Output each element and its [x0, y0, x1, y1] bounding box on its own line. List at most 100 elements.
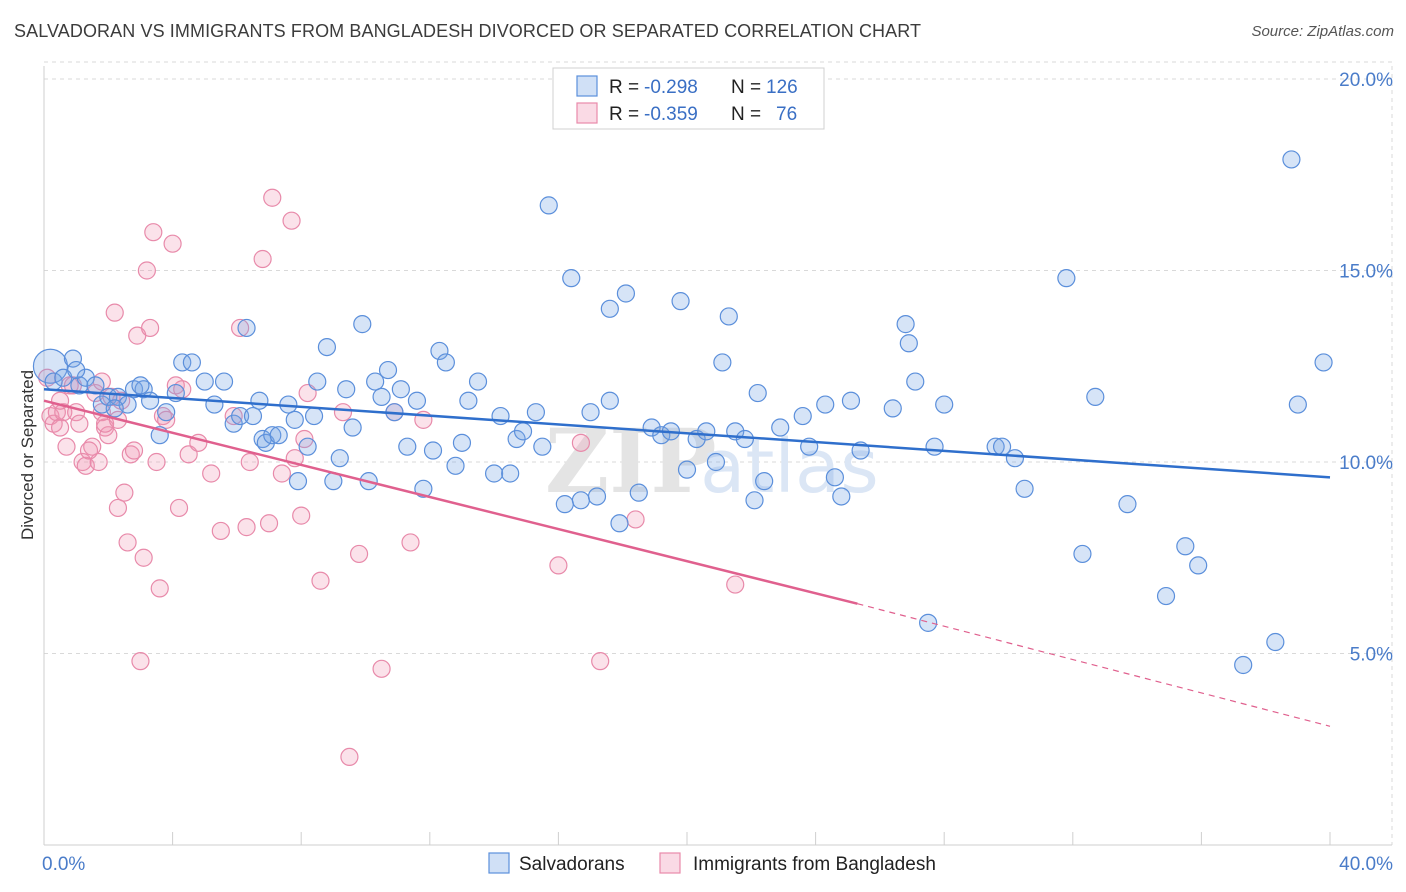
- salvadoran-point: [1005, 449, 1025, 468]
- legend-n-label: N =: [731, 77, 761, 98]
- salvadoran-point: [697, 422, 716, 441]
- salvadoran-point: [1057, 269, 1076, 288]
- salvadoran-point: [719, 307, 738, 326]
- salvadoran-point: [906, 372, 925, 391]
- bangladesh-point: [349, 544, 369, 564]
- bangladesh-point: [272, 464, 292, 483]
- salvadoran-point: [1266, 632, 1285, 652]
- salvadoran-point: [1073, 544, 1092, 564]
- legend-r-label: R =: [609, 77, 639, 98]
- salvadoran-point: [1118, 495, 1137, 514]
- salvadoran-trend-line: [43, 387, 1331, 479]
- x-tick-label: 40.0%: [1339, 854, 1393, 875]
- source-credit: Source: ZipAtlas.com: [1251, 23, 1394, 40]
- correlation-legend: R = -0.298 N = 126 R = -0.359 N = 76: [552, 67, 825, 130]
- salvadoran-point: [677, 460, 697, 479]
- salvadoran-point: [407, 391, 427, 410]
- gridlines: [44, 61, 1393, 845]
- salvadoran-point: [366, 372, 385, 391]
- salvadoran-point: [173, 353, 192, 372]
- salvadoran-point: [600, 299, 619, 318]
- bangladesh-point: [157, 410, 176, 429]
- bangladesh-trend-extension: [857, 603, 1331, 727]
- bangladesh-point: [626, 510, 645, 529]
- salvadoran-point: [108, 387, 128, 406]
- bangladesh-point: [253, 249, 272, 269]
- salvadoran-point: [919, 613, 938, 632]
- salvadoran-point: [816, 395, 835, 414]
- legend-r-value: -0.298: [644, 77, 698, 98]
- bangladesh-point: [163, 234, 182, 253]
- salvadoran-point: [501, 464, 520, 483]
- salvadoran-point: [430, 341, 449, 361]
- salvadoran-point: [372, 387, 391, 406]
- salvadoran-point: [182, 353, 201, 372]
- salvadoran-point: [269, 426, 288, 445]
- salvadoran-point: [581, 403, 600, 422]
- salvadoran-point: [899, 334, 918, 353]
- legend-n-label: N =: [731, 104, 761, 125]
- salvadoran-point: [76, 368, 95, 387]
- bangladesh-trend-line: [43, 399, 858, 605]
- salvadoran-point: [555, 495, 574, 514]
- salvadoran-point: [533, 437, 552, 456]
- bangladesh-point: [140, 318, 160, 338]
- axes: [43, 66, 1392, 846]
- salvadoran-point: [243, 406, 263, 426]
- salvadoran-point: [671, 292, 690, 311]
- salvadoran-point: [883, 399, 902, 418]
- salvadoran-point: [526, 403, 545, 422]
- salvadoran-point: [571, 491, 591, 510]
- salvadoran-point: [485, 464, 504, 483]
- bangladesh-point: [340, 747, 359, 767]
- salvadoran-point: [616, 284, 636, 303]
- bangladesh-point: [240, 452, 259, 472]
- series-legend-label: Immigrants from Bangladesh: [693, 854, 936, 875]
- salvadoran-point: [755, 472, 774, 491]
- bangladesh-point: [333, 403, 353, 422]
- tick-labels: 5.0% 10.0% 15.0% 20.0% 0.0% 40.0%: [42, 70, 1393, 875]
- y-tick-label: 15.0%: [1339, 262, 1393, 283]
- y-axis-label: Divorced or Separated: [18, 370, 37, 540]
- salvadoran-point: [298, 437, 317, 456]
- bangladesh-point: [401, 533, 420, 552]
- y-tick-label: 5.0%: [1350, 645, 1393, 666]
- salvadoran-point: [446, 456, 465, 475]
- salvadoran-point: [237, 318, 256, 338]
- bangladesh-point: [134, 548, 153, 567]
- bangladesh-point: [137, 261, 156, 280]
- bangladesh-point: [282, 211, 301, 230]
- bangladesh-point: [50, 418, 70, 437]
- salvadoran-point: [745, 491, 764, 510]
- bangladesh-point: [118, 533, 137, 552]
- bangladesh-point: [169, 498, 189, 518]
- bangladesh-point: [549, 556, 568, 575]
- salvadoran-point: [748, 383, 767, 403]
- salvadoran-point: [825, 468, 844, 487]
- y-tick-label: 20.0%: [1339, 70, 1393, 91]
- bangladesh-point: [237, 518, 256, 537]
- salvadoran-point: [214, 372, 234, 391]
- salvadoran-point: [378, 360, 398, 380]
- salvadoran-point: [1282, 150, 1301, 169]
- salvadoran-point: [1234, 655, 1253, 675]
- bangladesh-point: [726, 575, 745, 594]
- salvadoran-point: [1288, 395, 1307, 414]
- salvadoran-point: [337, 380, 356, 399]
- salvadoran-point: [288, 472, 308, 491]
- salvadoran-point: [1176, 537, 1195, 556]
- salvadoran-point: [436, 353, 455, 372]
- salvadoran-point: [1314, 353, 1333, 372]
- salvadoran-point: [832, 487, 851, 506]
- salvadoran-point: [195, 372, 214, 391]
- bangladesh-point: [70, 414, 89, 433]
- bangladesh-points: [38, 188, 745, 767]
- chart-title: SALVADORAN VS IMMIGRANTS FROM BANGLADESH…: [14, 21, 922, 41]
- series-legend-swatch-blue: [488, 852, 510, 874]
- salvadoran-point: [105, 399, 124, 418]
- series-legend-label: Salvadorans: [519, 854, 625, 875]
- salvadoran-point: [231, 406, 250, 426]
- bangladesh-point: [202, 464, 221, 483]
- bangladesh-point: [144, 223, 163, 242]
